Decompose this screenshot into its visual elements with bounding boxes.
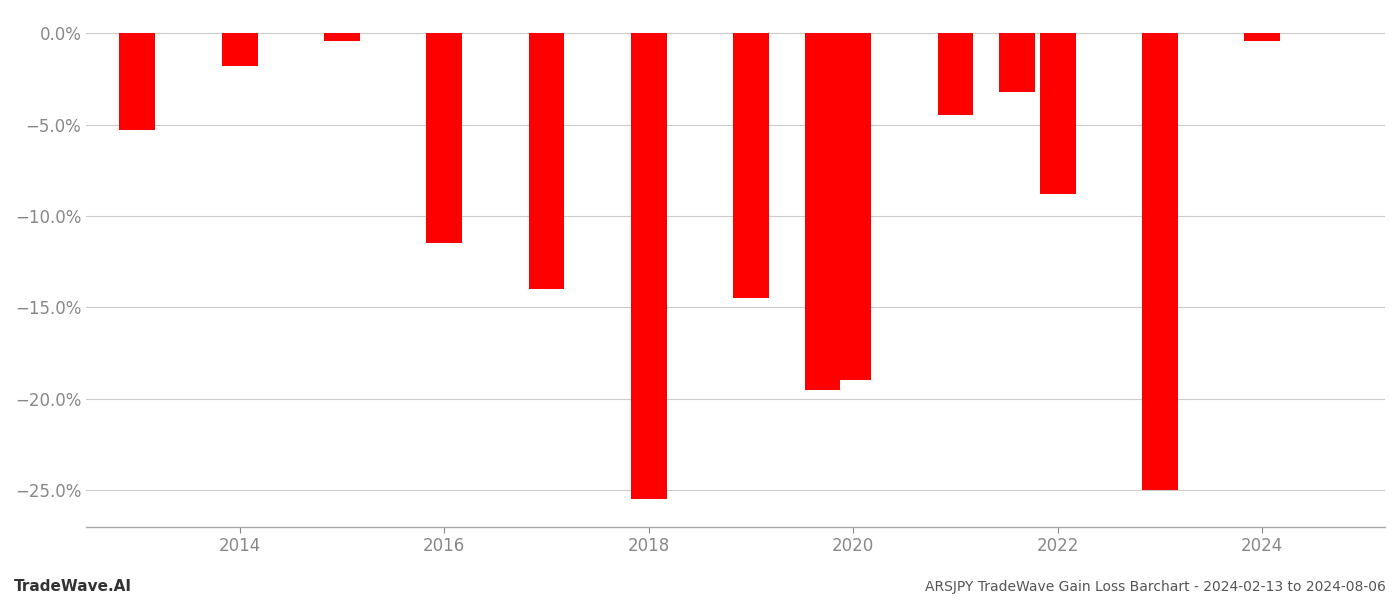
Bar bbox=[1245, 33, 1280, 41]
Bar bbox=[1040, 33, 1075, 194]
Bar bbox=[119, 33, 155, 130]
Bar bbox=[1142, 33, 1177, 490]
Bar bbox=[221, 33, 258, 66]
Bar bbox=[805, 33, 840, 389]
Bar bbox=[426, 33, 462, 244]
Bar bbox=[1000, 33, 1035, 92]
Bar bbox=[734, 33, 769, 298]
Text: TradeWave.AI: TradeWave.AI bbox=[14, 579, 132, 594]
Bar bbox=[323, 33, 360, 41]
Bar bbox=[938, 33, 973, 115]
Text: ARSJPY TradeWave Gain Loss Barchart - 2024-02-13 to 2024-08-06: ARSJPY TradeWave Gain Loss Barchart - 20… bbox=[925, 580, 1386, 594]
Bar bbox=[529, 33, 564, 289]
Bar bbox=[836, 33, 871, 380]
Bar bbox=[631, 33, 666, 499]
